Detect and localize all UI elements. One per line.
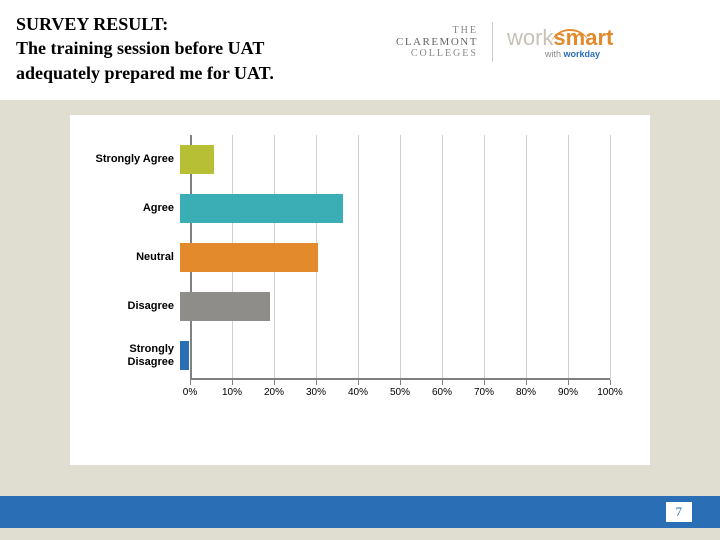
bar xyxy=(180,194,343,223)
claremont-l1: THE xyxy=(396,25,478,36)
x-tick-label: 90% xyxy=(558,387,578,398)
chart-row: Strongly Agree xyxy=(80,135,610,184)
title-line-2: The training session before UAT xyxy=(16,36,396,60)
worksmart-logo: worksmart with workday xyxy=(507,25,613,59)
bar xyxy=(180,145,214,174)
title-block: SURVEY RESULT: The training session befo… xyxy=(16,12,396,85)
logo-group: THE CLAREMONT COLLEGES worksmart with wo… xyxy=(396,12,613,62)
x-tick-label: 70% xyxy=(474,387,494,398)
worksmart-sub-with: with xyxy=(545,49,564,59)
claremont-logo: THE CLAREMONT COLLEGES xyxy=(396,25,478,59)
x-tick-label: 30% xyxy=(306,387,326,398)
bar xyxy=(180,341,189,370)
chart-inner: Strongly Agree Agree Neutral Disagree Strong… xyxy=(80,125,630,435)
title-line-1: SURVEY RESULT: xyxy=(16,12,396,36)
x-tick-label: 20% xyxy=(264,387,284,398)
category-label: Disagree xyxy=(80,300,180,312)
category-label: Neutral xyxy=(80,251,180,263)
claremont-l2: CLAREMONT xyxy=(396,36,478,48)
page-number: 7 xyxy=(666,502,693,522)
logo-divider xyxy=(492,22,493,62)
bar xyxy=(180,243,318,272)
chart-row: Strongly Disagree xyxy=(80,331,610,380)
bars-container: Strongly Agree Agree Neutral Disagree Strong… xyxy=(80,135,610,380)
chart-row: Neutral xyxy=(80,233,610,282)
category-label: Strongly Agree xyxy=(80,153,180,165)
x-tick-label: 80% xyxy=(516,387,536,398)
chart-row: Agree xyxy=(80,184,610,233)
grid-line xyxy=(610,135,611,380)
x-tick-label: 40% xyxy=(348,387,368,398)
bar-track xyxy=(180,184,610,233)
chart-row: Disagree xyxy=(80,282,610,331)
chart-area: Strongly Agree Agree Neutral Disagree Strong… xyxy=(70,115,650,465)
x-tick-label: 50% xyxy=(390,387,410,398)
category-label: Strongly Disagree xyxy=(80,343,180,367)
x-tick-labels: 0%10%20%30%40%50%60%70%80%90%100% xyxy=(190,385,610,405)
bar-track xyxy=(180,282,610,331)
bar-track xyxy=(180,331,610,380)
claremont-l3: COLLEGES xyxy=(396,48,478,59)
x-tick-label: 0% xyxy=(183,387,197,398)
footer-bar xyxy=(0,496,720,528)
worksmart-sub-workday: workday xyxy=(563,49,600,59)
x-tick-label: 100% xyxy=(597,387,623,398)
title-line-3: adequately prepared me for UAT. xyxy=(16,61,396,85)
x-tick-label: 60% xyxy=(432,387,452,398)
header: SURVEY RESULT: The training session befo… xyxy=(0,0,720,100)
x-tick-label: 10% xyxy=(222,387,242,398)
bar-track xyxy=(180,135,610,184)
bar xyxy=(180,292,270,321)
worksmart-work: work xyxy=(507,25,553,50)
category-label: Agree xyxy=(80,202,180,214)
bar-track xyxy=(180,233,610,282)
